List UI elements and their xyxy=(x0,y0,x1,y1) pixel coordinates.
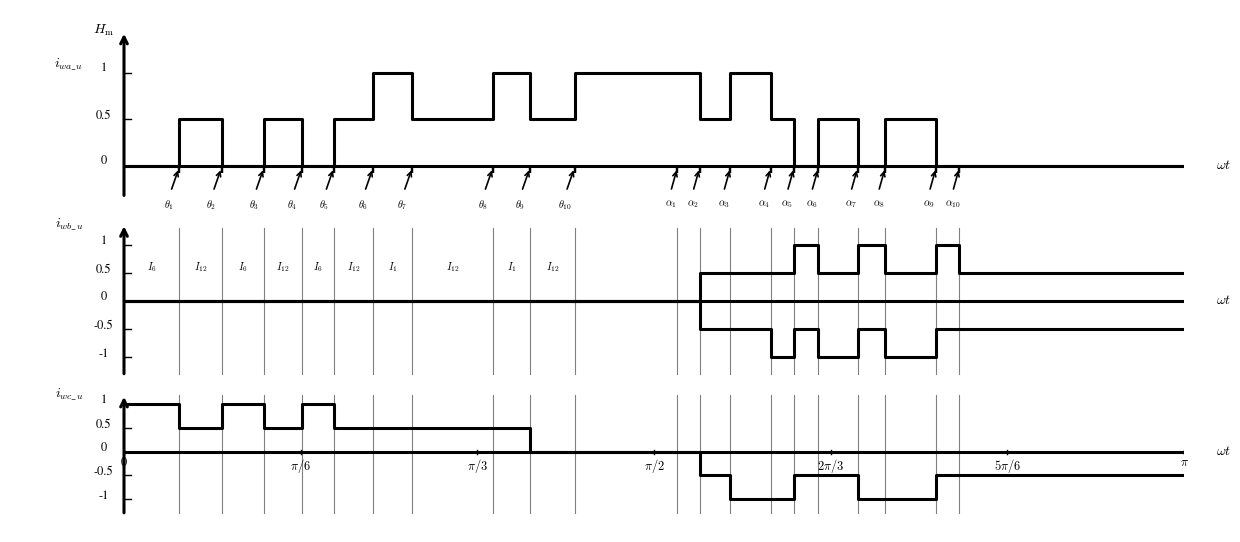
Text: $\omega t$: $\omega t$ xyxy=(1216,159,1231,172)
Text: $2\pi/3$: $2\pi/3$ xyxy=(817,457,844,475)
Text: 0.5: 0.5 xyxy=(95,111,112,122)
Text: $\pi/6$: $\pi/6$ xyxy=(290,457,311,475)
Text: $\theta_{5}$: $\theta_{5}$ xyxy=(319,198,329,212)
Text: $I_{12}$: $I_{12}$ xyxy=(347,260,361,274)
Text: $I_{12}$: $I_{12}$ xyxy=(277,260,290,274)
Text: 1: 1 xyxy=(100,62,107,74)
Text: $\alpha_{7}$: $\alpha_{7}$ xyxy=(844,198,857,210)
Text: $\omega t$: $\omega t$ xyxy=(1216,445,1231,459)
Text: $I_1$: $I_1$ xyxy=(388,260,398,274)
Text: $5\pi/6$: $5\pi/6$ xyxy=(993,457,1021,475)
Text: $\pi$: $\pi$ xyxy=(1179,457,1189,469)
Text: $I_{12}$: $I_{12}$ xyxy=(446,260,459,274)
Text: $\alpha_{9}$: $\alpha_{9}$ xyxy=(924,198,935,210)
Text: $\alpha_{5}$: $\alpha_{5}$ xyxy=(781,198,794,210)
Text: $\pi/2$: $\pi/2$ xyxy=(644,457,665,475)
Text: $\theta_{9}$: $\theta_{9}$ xyxy=(515,198,525,212)
Text: -1: -1 xyxy=(98,491,109,502)
Text: $\theta_{1}$: $\theta_{1}$ xyxy=(164,198,174,212)
Text: -1: -1 xyxy=(98,348,109,360)
Text: 1: 1 xyxy=(100,235,107,247)
Text: $i_{wa\_u}$: $i_{wa\_u}$ xyxy=(55,57,83,73)
Text: $\theta_{3}$: $\theta_{3}$ xyxy=(249,198,259,212)
Text: 0: 0 xyxy=(100,155,107,167)
Text: $\theta_{8}$: $\theta_{8}$ xyxy=(477,198,487,212)
Text: $\alpha_{6}$: $\alpha_{6}$ xyxy=(806,198,817,210)
Text: $H_{\rm m}$: $H_{\rm m}$ xyxy=(93,23,114,38)
Text: 0.5: 0.5 xyxy=(95,264,112,276)
Text: $I_6$: $I_6$ xyxy=(238,260,248,274)
Text: $I_{12}$: $I_{12}$ xyxy=(193,260,207,274)
Text: $\alpha_{4}$: $\alpha_{4}$ xyxy=(758,198,770,210)
Text: -0.5: -0.5 xyxy=(94,467,114,479)
Text: 0: 0 xyxy=(100,291,107,302)
Text: $\alpha_{2}$: $\alpha_{2}$ xyxy=(687,198,699,210)
Text: $I_6$: $I_6$ xyxy=(312,260,322,274)
Text: $\alpha_{1}$: $\alpha_{1}$ xyxy=(665,198,677,210)
Text: 0: 0 xyxy=(100,442,107,454)
Text: $\theta_{2}$: $\theta_{2}$ xyxy=(206,198,217,212)
Text: $\theta_{6}$: $\theta_{6}$ xyxy=(358,198,368,212)
Text: $\alpha_{10}$: $\alpha_{10}$ xyxy=(945,198,961,210)
Text: $\theta_{7}$: $\theta_{7}$ xyxy=(397,198,408,212)
Text: $\theta_{10}$: $\theta_{10}$ xyxy=(558,198,572,212)
Text: $i_{wc\_u}$: $i_{wc\_u}$ xyxy=(56,386,83,403)
Text: $\theta_{4}$: $\theta_{4}$ xyxy=(286,198,298,212)
Text: $I_1$: $I_1$ xyxy=(507,260,516,274)
Text: 0: 0 xyxy=(122,457,126,469)
Text: $I_{12}$: $I_{12}$ xyxy=(546,260,559,274)
Text: $\alpha_{3}$: $\alpha_{3}$ xyxy=(718,198,729,210)
Text: 0.5: 0.5 xyxy=(95,420,112,431)
Text: 1: 1 xyxy=(100,395,107,406)
Text: $i_{wb\_u}$: $i_{wb\_u}$ xyxy=(56,217,83,233)
Text: $I_6$: $I_6$ xyxy=(146,260,156,274)
Text: $\alpha_{8}$: $\alpha_{8}$ xyxy=(873,198,884,210)
Text: $\omega t$: $\omega t$ xyxy=(1216,294,1231,307)
Text: -0.5: -0.5 xyxy=(94,320,114,332)
Text: $\pi/3$: $\pi/3$ xyxy=(466,457,487,475)
